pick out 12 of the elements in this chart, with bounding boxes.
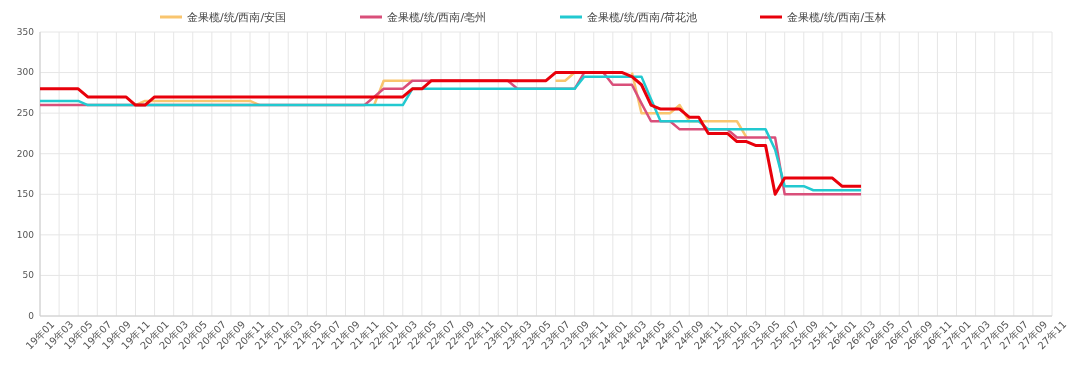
legend-label: 金果榄/统/西南/安国 <box>187 10 287 24</box>
y-tick-label: 150 <box>16 189 35 200</box>
legend-label: 金果榄/统/西南/玉林 <box>787 10 887 24</box>
y-tick-label: 50 <box>22 270 35 281</box>
y-tick-label: 300 <box>16 67 35 78</box>
legend-label: 金果榄/统/西南/亳州 <box>387 10 487 24</box>
y-tick-label: 350 <box>16 26 35 37</box>
y-tick-label: 250 <box>16 108 35 119</box>
y-tick-label: 100 <box>16 229 35 240</box>
y-tick-label: 0 <box>28 310 35 321</box>
y-tick-label: 200 <box>16 148 35 159</box>
legend-label: 金果榄/统/西南/荷花池 <box>587 10 698 24</box>
